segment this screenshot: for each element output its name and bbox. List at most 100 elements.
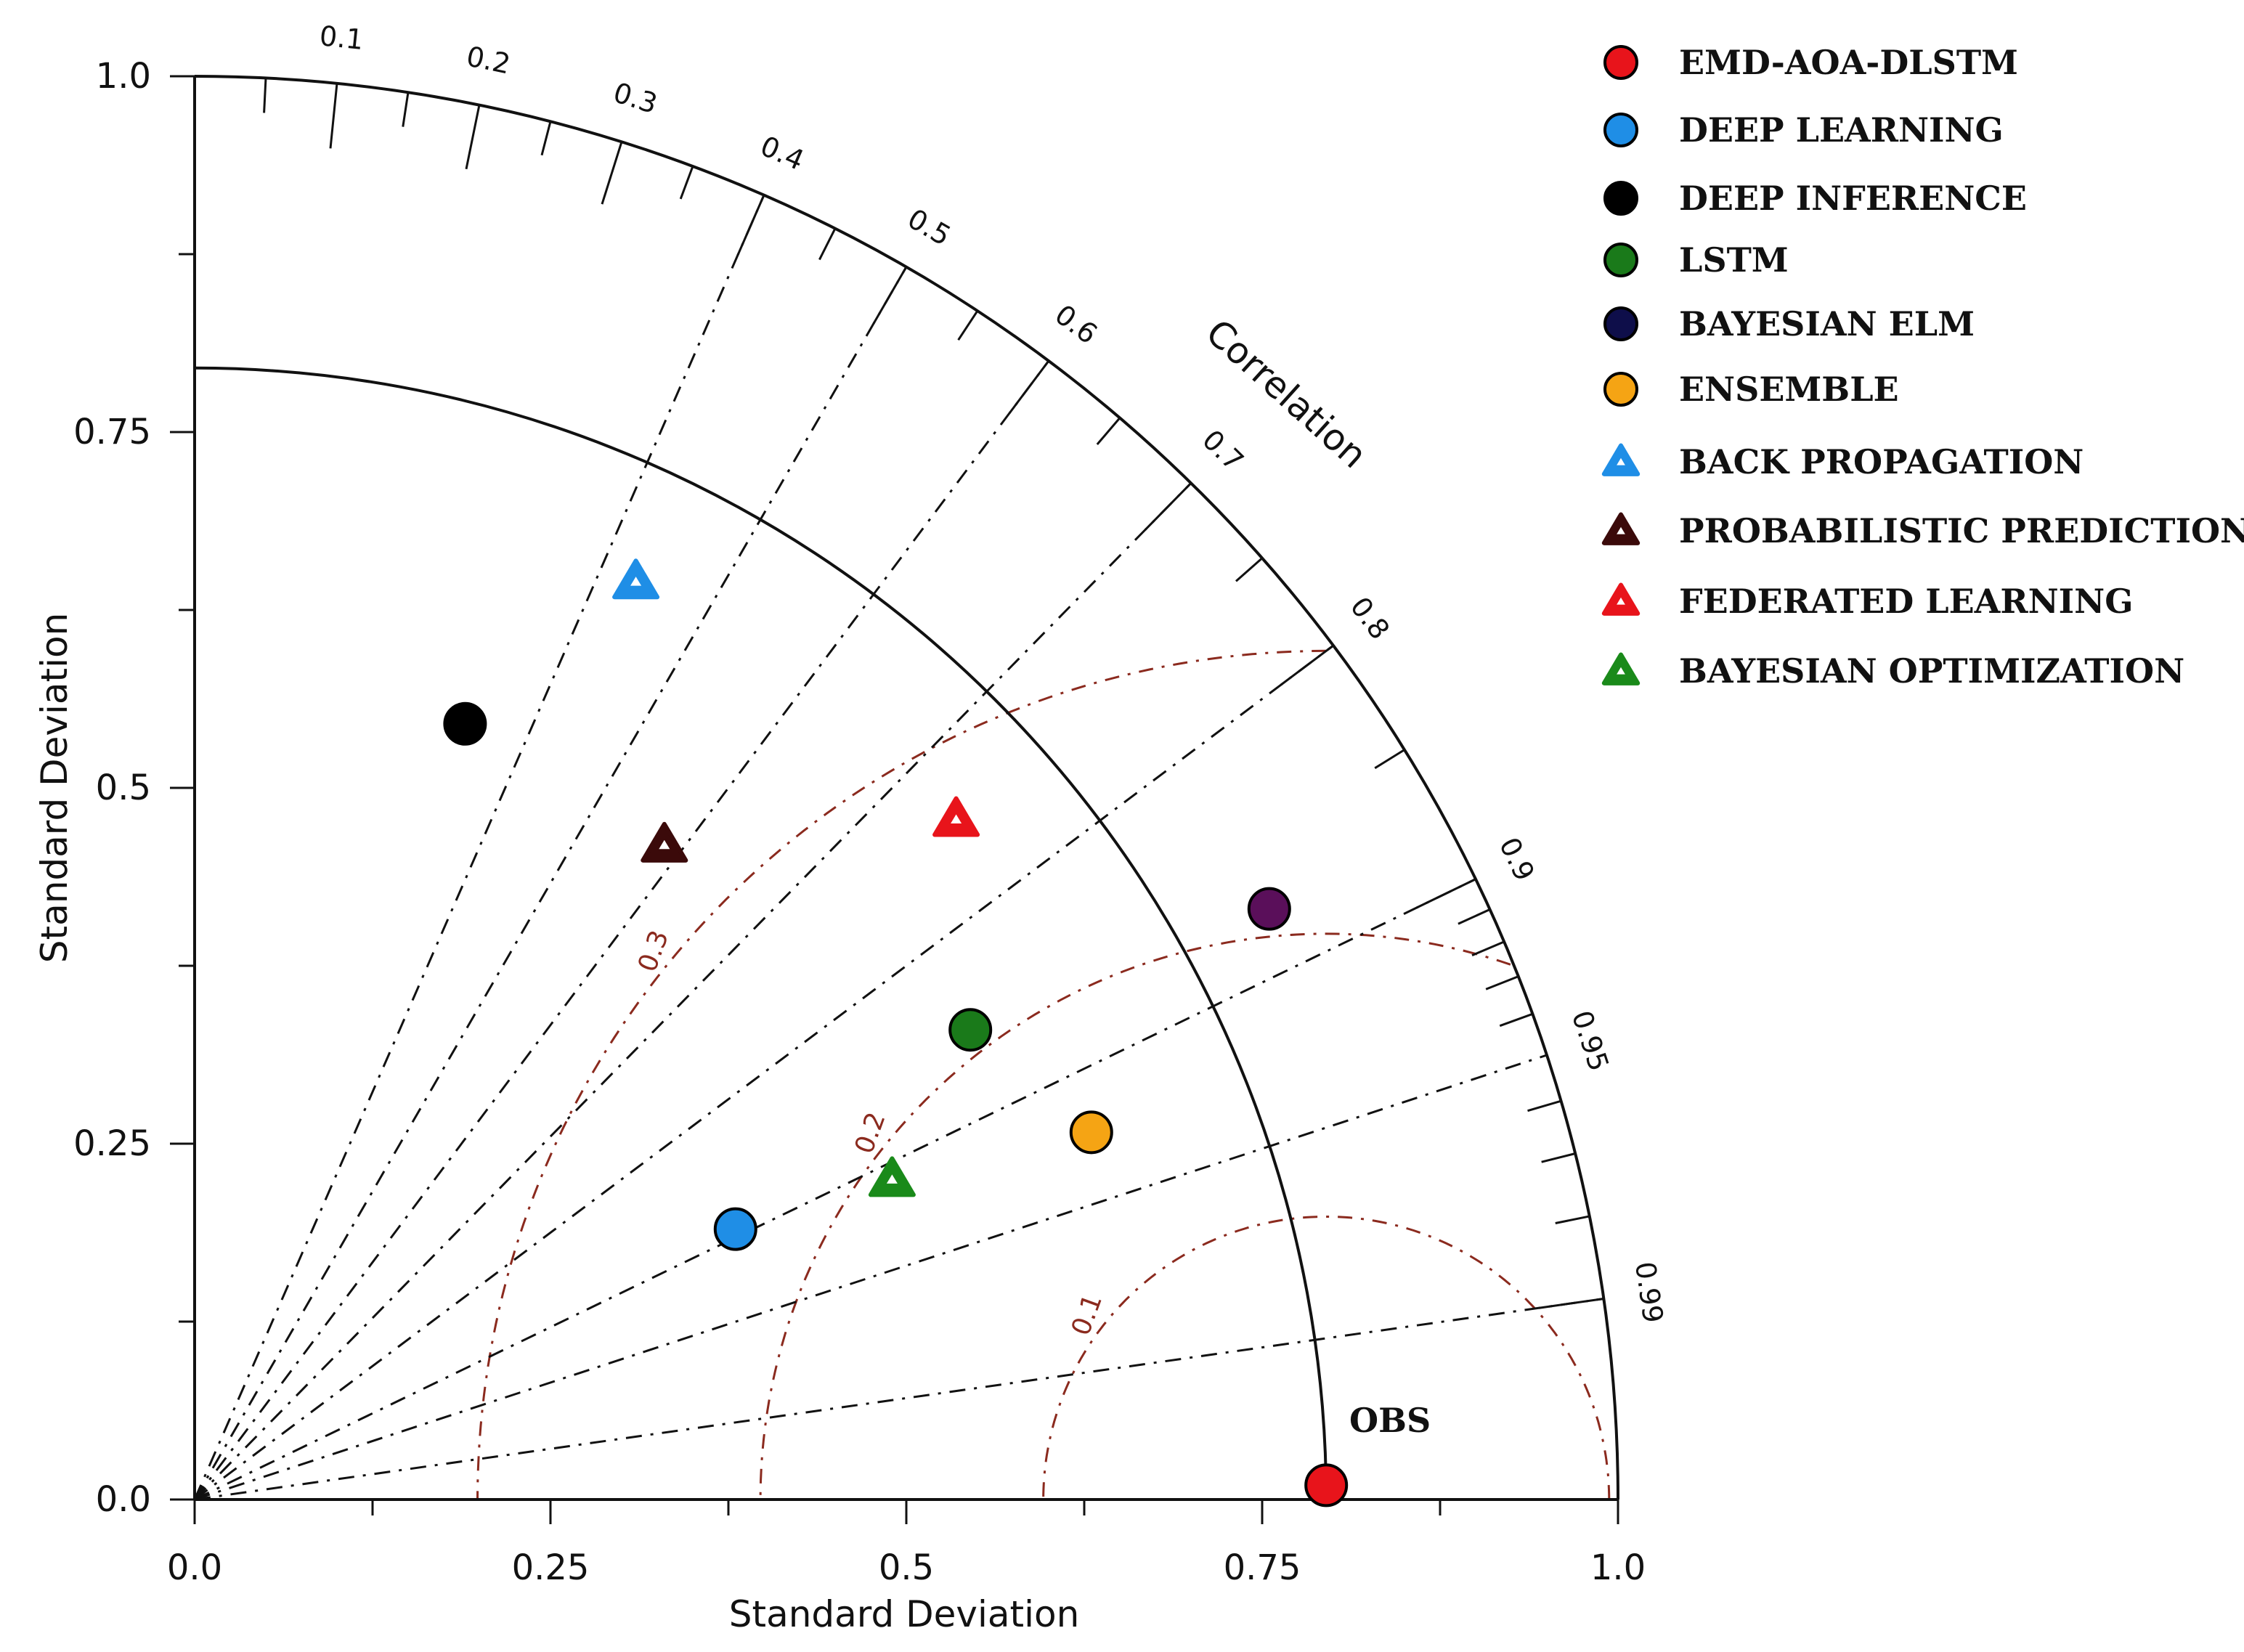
legend-label: BAYESIAN OPTIMIZATION <box>1679 651 2184 691</box>
y-tick-label: 1.0 <box>96 56 151 97</box>
rms-contour-label: 0.2 <box>850 1108 892 1157</box>
y-tick-label: 0.5 <box>96 768 151 808</box>
correlation-tick <box>957 310 979 341</box>
correlation-tick <box>1499 1012 1533 1028</box>
correlation-tick <box>1096 417 1121 445</box>
correlation-label: 0.9 <box>1493 832 1541 886</box>
y-tick-label: 0.75 <box>73 412 151 452</box>
y-tick-label: 0.0 <box>96 1479 151 1520</box>
axes <box>193 75 1619 1501</box>
x-axis-title: Standard Deviation <box>729 1593 1080 1635</box>
correlation-tick <box>872 266 908 325</box>
correlation-line <box>194 1298 1604 1501</box>
point-ensemble <box>1069 1110 1113 1155</box>
point-back-propagation-inner <box>630 577 642 586</box>
correlation-label: 0.2 <box>464 40 513 80</box>
x-tick-label: 0.5 <box>879 1547 934 1588</box>
legend-label: EMD-AOA-DLSTM <box>1679 43 2018 82</box>
correlation-label: 0.95 <box>1566 1006 1615 1075</box>
legend-marker-lstm <box>1603 243 1638 277</box>
x-tick-label: 1.0 <box>1590 1547 1646 1588</box>
outer-arc <box>194 75 1619 1500</box>
correlation-label: 0.6 <box>1049 298 1103 350</box>
legend-marker-deep-learning <box>1603 113 1638 147</box>
correlation-tick <box>1541 1152 1576 1163</box>
point-emd-aoa-dlstm <box>1304 1463 1349 1507</box>
legend-marker-ensemble <box>1603 372 1638 407</box>
correlation-tick <box>1555 1215 1590 1224</box>
correlation-tick <box>1008 360 1050 414</box>
correlation-tick <box>1374 749 1405 770</box>
rms-contour-label: 0.1 <box>1066 1290 1108 1340</box>
legend-marker-back-propagation-inner <box>1617 457 1625 465</box>
legend-marker-bayesian-elm <box>1603 306 1638 341</box>
x-tick-label: 0.0 <box>167 1547 222 1588</box>
legend-label: FEDERATED LEARNING <box>1679 582 2134 621</box>
correlation-lines <box>193 195 1604 1501</box>
correlation-label: 0.1 <box>318 20 365 56</box>
correlation-tick <box>1485 975 1519 990</box>
correlation-tick <box>601 141 623 205</box>
legend-label: ENSEMBLE <box>1679 370 1899 409</box>
point-unlabeled-purple <box>1247 887 1291 931</box>
legend-label: BAYESIAN ELM <box>1679 304 1975 343</box>
correlation-tick <box>263 78 267 113</box>
legend-marker-federated-learning-inner <box>1617 597 1625 605</box>
point-deep-inference <box>443 701 487 746</box>
correlation-tick <box>1539 1298 1604 1309</box>
legend: EMD-AOA-DLSTM DEEP LEARNING DEEP INFERENCE… <box>1601 43 2244 691</box>
correlation-label: 0.5 <box>902 203 956 252</box>
correlation-line <box>194 644 1334 1501</box>
correlation-tick <box>1471 940 1505 957</box>
correlation-label: 0.99 <box>1629 1260 1669 1325</box>
legend-marker-deep-inference <box>1603 181 1638 216</box>
y-tick-label: 0.25 <box>73 1123 151 1164</box>
point-lstm <box>948 1008 993 1052</box>
correlation-label: 0.4 <box>756 130 809 177</box>
legend-label: DEEP LEARNING <box>1679 110 2004 150</box>
rms-contour <box>759 932 1511 1500</box>
legend-label: BACK PROPAGATION <box>1679 442 2084 481</box>
rms-contours: 0.1 0.2 0.3 <box>476 649 1611 1500</box>
correlation-tick <box>1527 1099 1562 1112</box>
correlation-tick <box>736 195 765 256</box>
y-axis-title: Standard Deviation <box>33 613 76 964</box>
correlation-labels: 0.1 0.2 0.3 0.4 0.5 0.6 0.7 0.8 0.9 0.95 0.99 <box>318 20 1669 1325</box>
legend-marker-emd-aoa-dlstm <box>1603 45 1638 80</box>
correlation-tick <box>818 227 837 261</box>
x-tick-label: 0.75 <box>1224 1547 1301 1588</box>
correlation-tick <box>465 105 481 170</box>
correlation-tick <box>329 83 338 149</box>
correlation-label: 0.8 <box>1344 591 1396 646</box>
obs-label: OBS <box>1349 1401 1431 1440</box>
point-deep-learning <box>713 1207 757 1251</box>
ticks: 0.0 0.25 0.5 0.75 1.0 0.0 0.25 0.5 0.75 1.0 <box>73 56 1646 1588</box>
correlation-tick <box>679 166 694 200</box>
correlation-line <box>193 266 908 1500</box>
legend-label: DEEP INFERENCE <box>1679 179 2027 218</box>
reference-std-arc <box>194 366 1328 1500</box>
point-federated-learning-inner <box>951 814 962 823</box>
legend-marker-bayesian-optimization-inner <box>1617 667 1625 675</box>
correlation-line <box>193 360 1050 1500</box>
x-tick-label: 0.25 <box>512 1547 590 1588</box>
correlation-line <box>193 482 1192 1501</box>
rms-contour <box>476 649 1327 1500</box>
rms-contour-label: 0.3 <box>633 927 675 976</box>
data-points <box>443 558 1349 1507</box>
correlation-label: 0.7 <box>1196 423 1250 477</box>
legend-label: PROBABILISTIC PREDICTION <box>1679 511 2244 550</box>
legend-label: LSTM <box>1679 240 1789 280</box>
correlation-tick <box>1280 644 1334 686</box>
correlation-label: 0.3 <box>609 76 661 120</box>
legend-marker-probabilistic-prediction-inner <box>1617 526 1625 534</box>
point-probabilistic-prediction-inner <box>659 839 670 850</box>
correlation-tick <box>1235 557 1263 582</box>
correlation-tick <box>540 121 552 156</box>
correlation-tick <box>402 91 410 127</box>
correlation-tick <box>1416 878 1476 909</box>
rms-contour <box>1042 1216 1611 1500</box>
correlation-tick <box>1144 482 1192 531</box>
correlation-tick <box>1458 908 1491 925</box>
